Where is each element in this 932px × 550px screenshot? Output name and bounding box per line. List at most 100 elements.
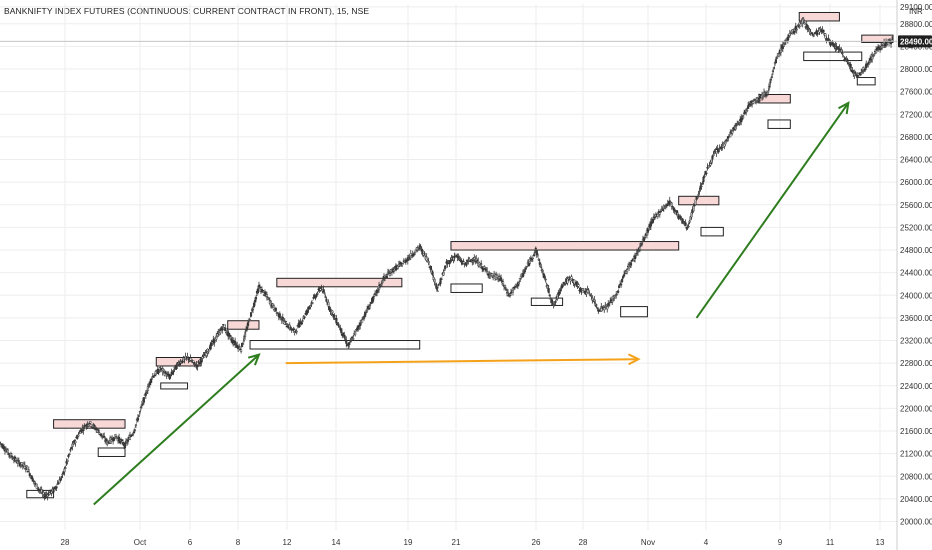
resistance-zone: [798, 11, 840, 22]
price-tick-label: 26000.00: [900, 178, 932, 187]
candle-body: [281, 317, 284, 319]
price-tick-label: 20800.00: [900, 472, 932, 481]
support-zone: [620, 306, 648, 318]
last-price-tag: 28490.00: [0, 35, 932, 48]
candle-body: [388, 273, 391, 276]
candle-body: [311, 302, 314, 304]
uptrend-arrow: [695, 102, 850, 319]
price-tick-label: 24800.00: [900, 246, 932, 255]
candle-body: [410, 255, 413, 257]
candle-body: [795, 28, 798, 31]
candle-body: [262, 294, 265, 296]
candle-body: [889, 42, 893, 45]
chart-title: BANKNIFTY INDEX FUTURES (CONTINUOUS: CUR…: [4, 6, 370, 16]
candle-body: [465, 263, 468, 266]
time-tick-label: 28: [61, 538, 70, 547]
time-tick-label: 4: [704, 538, 709, 547]
arrow-head: [247, 353, 261, 366]
candle-body: [300, 323, 303, 325]
swing-line: [0, 20, 894, 497]
price-tick-label: 29100.00: [900, 3, 932, 12]
candle-body: [400, 265, 403, 267]
candle-body: [162, 369, 165, 371]
last-price-badge: [898, 35, 932, 48]
support-zone: [803, 51, 863, 62]
candle-body: [661, 209, 664, 211]
resistance-zone: [227, 320, 260, 330]
time-tick-label: 12: [283, 538, 292, 547]
candle-body: [838, 46, 841, 49]
candle-body: [392, 269, 395, 272]
resistance-zone: [861, 34, 894, 43]
candle-body: [412, 254, 415, 256]
time-tick-label: 26: [532, 538, 541, 547]
support-zone: [530, 297, 564, 306]
candle-body: [295, 331, 298, 333]
price-tick-label: 26800.00: [900, 133, 932, 142]
resistance-zone: [450, 241, 680, 251]
arrows: [93, 101, 850, 506]
candle-body: [186, 356, 189, 358]
candle-body: [471, 261, 474, 263]
candle-body: [603, 307, 606, 311]
candle-body: [103, 435, 106, 438]
candle-body: [25, 465, 28, 468]
time-tick-label: 8: [236, 538, 241, 547]
candle-body: [658, 212, 661, 215]
candle-body: [716, 148, 719, 151]
candle-body: [368, 308, 371, 310]
support-zone: [97, 447, 126, 457]
candle-body: [222, 324, 225, 326]
time-axis[interactable]: 28 Oct 6 8 12 14 19 21 26 28 Nov 4 9 11 13: [61, 538, 885, 547]
arrow-head: [628, 353, 641, 366]
candle-body: [480, 263, 483, 265]
candle-body: [152, 376, 155, 378]
price-tick-label: 27600.00: [900, 88, 932, 97]
time-tick-label: 9: [778, 538, 783, 547]
candle-body: [24, 468, 27, 470]
candle-body: [580, 291, 583, 293]
candle-body: [577, 284, 580, 287]
support-zone: [767, 119, 791, 129]
candle-body: [178, 363, 181, 366]
resistance-zone: [678, 195, 720, 206]
candle-body: [738, 123, 741, 126]
support-zone: [856, 77, 876, 86]
candle-body: [399, 262, 402, 265]
uptrend-arrow: [93, 353, 260, 506]
candle-body: [819, 28, 822, 30]
candle-body: [120, 439, 124, 442]
candle-body: [163, 373, 166, 376]
candle-body: [284, 320, 287, 323]
candle-body: [858, 72, 861, 74]
price-tick-label: 20000.00: [900, 518, 932, 527]
price-tick-label: 23200.00: [900, 337, 932, 346]
candle-body: [764, 94, 768, 97]
resistance-zone: [276, 277, 403, 288]
time-tick-label: 14: [332, 538, 341, 547]
candle-body: [17, 460, 20, 462]
candle-body: [82, 429, 85, 431]
price-tick-label: 22000.00: [900, 404, 932, 413]
price-tick-label: 20400.00: [900, 495, 932, 504]
price-tick-label: 28000.00: [900, 65, 932, 74]
time-tick-label: 11: [826, 538, 835, 547]
price-axis[interactable]: 20000.00 20400.00 20800.00 21200.00 21600.00…: [896, 0, 932, 550]
support-zone: [160, 382, 189, 390]
price-tick-label: 22800.00: [900, 359, 932, 368]
time-tick-label: 19: [404, 538, 413, 547]
candle-body: [757, 99, 760, 102]
candle-body: [710, 162, 713, 164]
zones: [26, 11, 894, 499]
candle-body: [587, 289, 590, 291]
candle-body: [93, 425, 96, 427]
price-tick-label: 23600.00: [900, 314, 932, 323]
candle-body: [385, 276, 389, 278]
candle-body: [864, 68, 867, 71]
price-tick-label: 25200.00: [900, 223, 932, 232]
time-tick-label: Nov: [641, 538, 655, 547]
candle-body: [240, 349, 243, 352]
candle-body: [43, 496, 46, 499]
candle-body: [882, 45, 885, 48]
